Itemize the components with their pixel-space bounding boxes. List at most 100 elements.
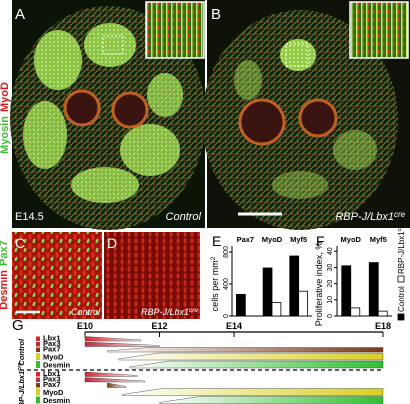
y-tick-label: 30 bbox=[327, 263, 334, 271]
bar bbox=[341, 265, 352, 317]
genotype-label: Control bbox=[166, 211, 202, 223]
panel-letter: C bbox=[15, 235, 25, 251]
panel-b-image bbox=[202, 0, 410, 230]
genotype-label: Control bbox=[71, 307, 101, 317]
row-swatch bbox=[36, 377, 40, 382]
stain-name: Desmin bbox=[0, 270, 10, 310]
panel-letter: D bbox=[107, 235, 117, 251]
row-swatch bbox=[36, 353, 40, 360]
bar bbox=[236, 293, 246, 317]
expression-bar bbox=[84, 377, 145, 383]
bar bbox=[271, 301, 282, 317]
category-label: Pax7 bbox=[237, 235, 255, 244]
gene-label: MyoD bbox=[43, 388, 64, 397]
time-tick-label: E12 bbox=[151, 321, 167, 331]
time-tick-label: E18 bbox=[375, 321, 391, 331]
expression-bar bbox=[122, 388, 384, 396]
legend-swatch bbox=[397, 313, 405, 321]
legend-label-sup: cre bbox=[397, 223, 403, 231]
category-label: MyoD bbox=[262, 235, 283, 244]
legend-label: RBP-J/Lbx1cre bbox=[397, 223, 406, 274]
category-label: MyoD bbox=[341, 235, 362, 244]
panel-d-image bbox=[104, 232, 200, 319]
expression-bar bbox=[84, 371, 138, 377]
gene-label: Pax7 bbox=[43, 345, 61, 354]
bar bbox=[350, 307, 361, 317]
group-label: Control bbox=[17, 338, 26, 366]
time-tick-label: E14 bbox=[226, 321, 242, 331]
y-tick-label: 0 bbox=[327, 314, 334, 318]
row-swatch bbox=[36, 342, 40, 347]
row-swatch bbox=[36, 383, 40, 388]
y-tick-label: 400 bbox=[223, 278, 230, 290]
expression-bar bbox=[129, 360, 384, 369]
stain-name: MyoD bbox=[0, 82, 11, 112]
category-label: Myf5 bbox=[370, 235, 387, 244]
genotype-label-main: RBP-J/Lbx1 bbox=[141, 307, 189, 317]
y-axis-label: Proliferative index, % bbox=[314, 242, 324, 327]
gene-label: Lbx1 bbox=[43, 334, 61, 343]
category-label: Myf5 bbox=[290, 235, 307, 244]
panel-letter: G bbox=[12, 317, 24, 334]
genotype-label-sup: cre bbox=[394, 210, 406, 219]
bar bbox=[377, 310, 388, 317]
panel-letter: A bbox=[15, 6, 25, 23]
gene-label: Pax3 bbox=[43, 375, 61, 384]
genotype-label: RBP-J/Lbx1cre bbox=[335, 210, 405, 223]
gene-label: MyoD bbox=[43, 353, 64, 362]
bar bbox=[298, 290, 308, 317]
group-label-main: RBP-J/Lbx1 bbox=[17, 371, 26, 404]
row-swatch bbox=[36, 361, 40, 368]
timeline: G E10 E12 E14 E18Lbx1Pax3Pax7MyoDDesminContr… bbox=[12, 317, 391, 404]
gene-label: Pax3 bbox=[43, 339, 61, 348]
genotype-label-main: RBP-J/Lbx1 bbox=[335, 211, 394, 223]
panel-a-image bbox=[10, 0, 206, 230]
panel-letter: E bbox=[212, 233, 221, 249]
bar bbox=[289, 255, 300, 317]
bar bbox=[262, 267, 273, 317]
group-label-sup: cre bbox=[17, 363, 23, 371]
expression-bar bbox=[84, 336, 142, 342]
genotype-label-sup: cre bbox=[189, 307, 198, 314]
expression-bar bbox=[118, 352, 384, 361]
legend-swatch bbox=[397, 275, 405, 283]
group-label: RBP-J/Lbx1cre bbox=[17, 363, 26, 404]
stain-label: Myosin MyoD bbox=[0, 82, 11, 154]
y-axis-label-sup: 2 bbox=[210, 256, 217, 260]
row-swatch bbox=[36, 388, 40, 396]
y-axis-label-main: cells per mm bbox=[210, 260, 220, 311]
expression-bar bbox=[84, 341, 160, 347]
gene-label: Desmin bbox=[43, 361, 71, 370]
row-swatch bbox=[36, 347, 40, 352]
stain-name: Myosin bbox=[0, 116, 11, 154]
panel-letter: B bbox=[211, 6, 221, 23]
time-tick-label: E10 bbox=[77, 321, 93, 331]
genotype-label: RBP-J/Lbx1cre bbox=[141, 307, 198, 317]
y-tick-label: 0 bbox=[223, 314, 230, 318]
y-axis-label: cells per mm2 bbox=[210, 256, 220, 311]
expression-bar bbox=[107, 382, 127, 388]
row-swatch bbox=[36, 336, 40, 341]
y-tick-label: 800 bbox=[223, 246, 230, 258]
bar bbox=[368, 262, 379, 317]
y-tick-label: 10 bbox=[327, 296, 334, 304]
legend: Control RBP-J/Lbx1cre bbox=[397, 223, 406, 321]
stain-label: Desmin Pax7 bbox=[0, 240, 10, 309]
stage-label: E14.5 bbox=[15, 211, 44, 223]
y-tick-label: 40 bbox=[327, 247, 334, 255]
panel-c-image bbox=[12, 232, 102, 319]
gene-label: Pax7 bbox=[43, 380, 61, 389]
panel-letter: F bbox=[316, 233, 325, 249]
gene-label: Lbx1 bbox=[43, 369, 61, 378]
legend-label-main: RBP-J/Lbx1 bbox=[397, 231, 406, 274]
row-swatch bbox=[36, 396, 40, 404]
row-swatch bbox=[36, 372, 40, 377]
gene-label: Desmin bbox=[43, 396, 71, 404]
expression-bar bbox=[107, 347, 384, 353]
expression-bar bbox=[159, 396, 384, 404]
